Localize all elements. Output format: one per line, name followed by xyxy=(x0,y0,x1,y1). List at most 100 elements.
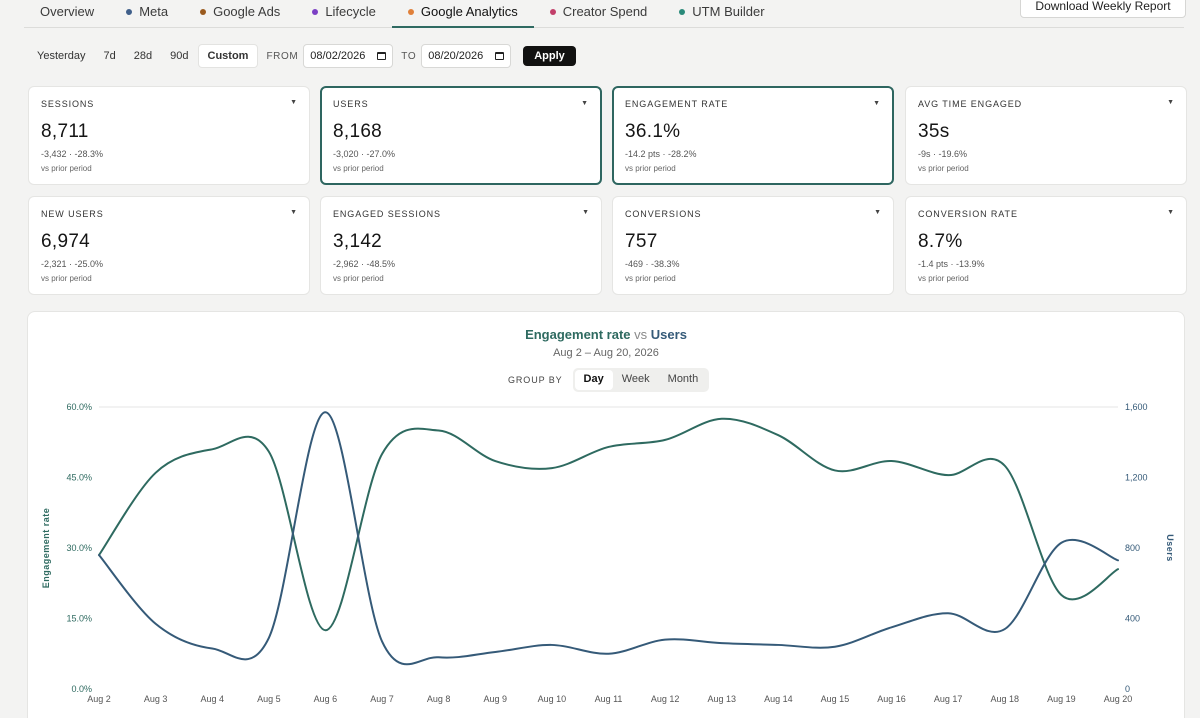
caret-down-icon[interactable]: ▼ xyxy=(1167,99,1174,106)
y-axis-left-tick-label: 0.0% xyxy=(71,684,92,694)
line-chart: 60.0% 45.0% 30.0% 15.0% 0.0% 1,600 1,200 800 400… xyxy=(41,402,1175,704)
tab-google-analytics[interactable]: Google Analytics xyxy=(391,0,534,28)
to-date-input[interactable]: 08/20/2026 xyxy=(421,44,512,68)
tab-label: Meta xyxy=(139,4,169,19)
tab-color-dot-icon xyxy=(126,9,133,15)
y-axis-right-tick-label: 1,200 xyxy=(1125,473,1148,483)
group-by-control: GROUP BY Day Week Month xyxy=(508,368,710,392)
tab-google-ads[interactable]: Google Ads xyxy=(184,0,296,28)
tab-color-dot-icon xyxy=(200,9,207,15)
tab-color-dot-icon xyxy=(407,9,414,15)
group-by-week[interactable]: Week xyxy=(621,373,650,385)
kpi-label: CONVERSION RATE xyxy=(918,209,1018,219)
preset-90d[interactable]: 90d xyxy=(170,50,189,62)
chart-title: Engagement rate vs Users xyxy=(28,327,1184,342)
y-axis-right-title: Users xyxy=(1165,534,1175,562)
y-axis-right-tick-label: 400 xyxy=(1125,614,1140,624)
group-by-month[interactable]: Month xyxy=(667,373,699,385)
y-axis-left-tick-label: 30.0% xyxy=(66,543,92,553)
kpi-label: ENGAGED SESSIONS xyxy=(333,209,441,219)
kpi-label: CONVERSIONS xyxy=(625,209,702,219)
kpi-value: 35s xyxy=(918,121,950,142)
x-axis-tick-label: Aug 2 xyxy=(87,694,111,704)
tab-label: Overview xyxy=(40,4,95,19)
tab-label: Creator Spend xyxy=(562,4,648,19)
y-axis-left-tick-label: 60.0% xyxy=(66,402,92,412)
caret-down-icon[interactable]: ▼ xyxy=(1167,209,1174,216)
apply-button[interactable]: Apply xyxy=(523,46,576,66)
tab-color-dot-icon xyxy=(679,9,686,15)
kpi-value: 8,711 xyxy=(41,121,89,142)
x-axis-tick-label: Aug 5 xyxy=(257,694,281,704)
x-axis-tick-label: Aug 10 xyxy=(538,694,567,704)
tab-lifecycle[interactable]: Lifecycle xyxy=(296,0,392,28)
preset-28d[interactable]: 28d xyxy=(133,50,153,62)
preset-yesterday[interactable]: Yesterday xyxy=(37,50,86,62)
chart-subtitle: Aug 2 – Aug 20, 2026 xyxy=(553,347,659,359)
kpi-card-engaged-sessions[interactable]: ENGAGED SESSIONS ▼ 3,142 -2,962 · -48.5% vs … xyxy=(320,196,602,295)
caret-down-icon[interactable]: ▼ xyxy=(581,100,588,107)
kpi-card-conversions[interactable]: CONVERSIONS ▼ 757 -469 · -38.3% vs prior per… xyxy=(612,196,894,295)
caret-down-icon[interactable]: ▼ xyxy=(582,209,589,216)
caret-down-icon[interactable]: ▼ xyxy=(873,100,880,107)
kpi-card-new-users[interactable]: NEW USERS ▼ 6,974 -2,321 · -25.0% vs prior p… xyxy=(28,196,310,295)
kpi-card-users[interactable]: USERS ▼ 8,168 -3,020 · -27.0% vs prior perio… xyxy=(320,86,602,185)
x-axis-tick-label: Aug 14 xyxy=(764,694,793,704)
y-axis-left-tick-label: 15.0% xyxy=(66,614,92,624)
x-axis-tick-label: Aug 18 xyxy=(991,694,1020,704)
series-line-engagement-rate xyxy=(98,417,1119,632)
tab-creator-spend[interactable]: Creator Spend xyxy=(534,0,664,28)
kpi-delta: -469 · -38.3% xyxy=(625,259,680,269)
download-weekly-report-button[interactable]: Download Weekly Report xyxy=(1020,0,1186,18)
date-range-bar: Yesterday 7d 28d 90d Custom FROM 08/02/2… xyxy=(28,43,576,69)
y-axis-right-tick-label: 0 xyxy=(1125,684,1130,694)
from-date-value: 08/02/2026 xyxy=(310,50,366,62)
series-line-users xyxy=(98,411,1119,666)
tab-utm-builder[interactable]: UTM Builder xyxy=(663,0,780,28)
kpi-card-engagement-rate[interactable]: ENGAGEMENT RATE ▼ 36.1% -14.2 pts · -28.2% v… xyxy=(612,86,894,185)
kpi-card-sessions[interactable]: SESSIONS ▼ 8,711 -3,432 · -28.3% vs prior pe… xyxy=(28,86,310,185)
y-axis-right-tick-label: 1,600 xyxy=(1125,402,1148,412)
kpi-delta: -3,432 · -28.3% xyxy=(41,149,104,159)
y-axis-left-tick-label: 45.0% xyxy=(66,473,92,483)
tab-color-dot-icon xyxy=(549,9,556,15)
kpi-value: 3,142 xyxy=(333,231,383,252)
kpi-value: 8.7% xyxy=(918,231,963,252)
calendar-icon xyxy=(377,52,387,60)
chart-title-vs: vs xyxy=(634,327,648,342)
preset-custom[interactable]: Custom xyxy=(197,44,259,68)
x-axis-tick-label: Aug 19 xyxy=(1047,694,1076,704)
kpi-comparison-note: vs prior period xyxy=(41,274,92,283)
x-axis-tick-label: Aug 8 xyxy=(427,694,451,704)
x-axis-tick-label: Aug 9 xyxy=(484,694,508,704)
from-date-input[interactable]: 08/02/2026 xyxy=(303,44,394,68)
kpi-comparison-note: vs prior period xyxy=(333,164,384,173)
to-label: TO xyxy=(401,50,417,62)
kpi-card-avg-time-engaged[interactable]: AVG TIME ENGAGED ▼ 35s -9s · -19.6% vs prior… xyxy=(905,86,1187,185)
from-label: FROM xyxy=(266,50,299,62)
preset-7d[interactable]: 7d xyxy=(103,50,116,62)
tab-meta[interactable]: Meta xyxy=(110,0,184,28)
y-axis-left-title: Engagement rate xyxy=(41,508,51,589)
kpi-card-conversion-rate[interactable]: CONVERSION RATE ▼ 8.7% -1.4 pts · -13.9% vs … xyxy=(905,196,1187,295)
tab-bar: Overview Meta Google Ads Lifecycle Google An… xyxy=(24,0,1184,28)
tab-overview[interactable]: Overview xyxy=(24,0,110,28)
kpi-comparison-note: vs prior period xyxy=(918,274,969,283)
x-axis-tick-label: Aug 6 xyxy=(314,694,338,704)
kpi-label: NEW USERS xyxy=(41,209,104,219)
calendar-icon xyxy=(495,52,505,60)
y-axis-right-tick-label: 800 xyxy=(1125,543,1140,553)
x-axis-tick-label: Aug 20 xyxy=(1104,694,1133,704)
tab-label: Lifecycle xyxy=(325,4,376,19)
caret-down-icon[interactable]: ▼ xyxy=(874,209,881,216)
to-date-value: 08/20/2026 xyxy=(428,50,484,62)
caret-down-icon[interactable]: ▼ xyxy=(290,209,297,216)
x-axis-tick-label: Aug 4 xyxy=(200,694,224,704)
group-by-day[interactable]: Day xyxy=(574,370,613,390)
kpi-label: ENGAGEMENT RATE xyxy=(625,99,729,109)
chart-card: Engagement rate vs Users Aug 2 – Aug 20,… xyxy=(27,311,1185,718)
x-axis-tick-label: Aug 12 xyxy=(651,694,680,704)
kpi-delta: -1.4 pts · -13.9% xyxy=(918,259,985,269)
caret-down-icon[interactable]: ▼ xyxy=(290,99,297,106)
kpi-comparison-note: vs prior period xyxy=(625,274,676,283)
